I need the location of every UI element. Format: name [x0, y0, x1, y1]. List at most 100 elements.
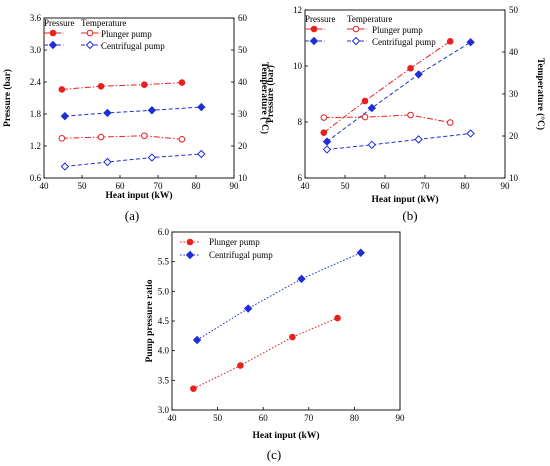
plot-area-a: [43, 17, 235, 179]
y-tick-label: 1.8: [30, 109, 42, 119]
data-point: [334, 314, 341, 322]
tick-layer-a: 40 50 60 70 80 90 0.6 1.2 1.8 2.4 3.0 3.6 10 20 30 40 50…: [30, 13, 248, 191]
data-point: [297, 274, 306, 284]
data-point: [147, 153, 157, 162]
data-point: [60, 162, 70, 171]
data-point: [141, 81, 148, 88]
data-point: [58, 135, 66, 142]
y2-tick-label: 50: [509, 5, 519, 15]
legend-marker: [48, 40, 58, 50]
legend-label-plunger: Plunger pump: [209, 237, 260, 247]
x-tick-label: 70: [304, 413, 314, 423]
y2-axis-title-a: Temperature (°C): [259, 62, 270, 134]
y-tick-label: 3.0: [30, 45, 42, 55]
y-tick-label: 12: [293, 5, 302, 15]
y2-tick-label: 20: [238, 141, 248, 151]
data-point: [446, 38, 454, 45]
y-tick-label: 0.6: [30, 173, 42, 183]
x-tick-label: 40: [40, 181, 50, 191]
legend-header-temperature: Temperature: [347, 14, 392, 24]
data-point: [103, 108, 112, 118]
data-point: [97, 133, 105, 141]
legend-label-plunger: Plunger pump: [101, 29, 152, 39]
x-tick-label: 90: [230, 181, 240, 191]
data-point: [192, 335, 202, 345]
data-point: [243, 304, 253, 313]
x-tick-label: 40: [301, 181, 311, 191]
series-line-plunger-pump: [193, 317, 338, 390]
data-point: [103, 157, 112, 167]
series-markers-c: [190, 248, 365, 392]
data-point: [407, 111, 414, 119]
legend-marker: [86, 29, 94, 37]
data-point: [407, 64, 414, 72]
data-point: [190, 385, 197, 392]
x-tick-label: 90: [501, 181, 511, 191]
legend-marker: [310, 25, 318, 33]
y2-tick-label: 30: [509, 89, 519, 99]
y-tick-label: 2.4: [30, 77, 42, 87]
y2-tick-label: 10: [509, 173, 519, 183]
legend-a: Pressure Temperature Plunger pump Centri…: [44, 18, 165, 51]
data-point: [367, 103, 377, 113]
data-point: [197, 102, 206, 112]
data-point: [97, 82, 105, 90]
x-tick-label: 70: [421, 181, 431, 191]
plot-area-c: [171, 231, 401, 411]
x-tick-label: 60: [381, 181, 391, 191]
x-tick-label: 60: [259, 413, 269, 423]
legend-marker: [186, 238, 194, 246]
tick-layer-b: 40 50 60 70 80 90 6 8 10 12 10 20 30 40 50: [293, 5, 519, 191]
legend-marker: [352, 25, 360, 33]
x-tick-label: 80: [350, 413, 360, 423]
data-point: [320, 129, 328, 136]
data-point: [414, 135, 423, 144]
legend-header-temperature: Temperature: [81, 18, 126, 28]
x-tick-label: 50: [78, 181, 88, 191]
y-tick-label: 4.0: [158, 346, 170, 356]
plot-area-b: [304, 9, 506, 179]
legend-header-pressure: Pressure: [44, 18, 75, 28]
legend-header-pressure: Pressure: [305, 14, 336, 24]
x-axis-title-c: Heat input (kW): [252, 430, 319, 441]
y2-tick-label: 50: [238, 45, 248, 55]
data-point: [356, 248, 365, 257]
legend-label-centrifugal: Centrifugal pump: [209, 250, 273, 260]
data-point: [237, 362, 244, 369]
data-point: [289, 333, 296, 341]
data-point: [60, 111, 70, 121]
y-tick-label: 8: [298, 117, 303, 127]
y2-axis-title-b: Temperature (°C): [535, 58, 546, 130]
panel-label-c: (c): [267, 447, 281, 462]
legend-marker: [85, 40, 95, 50]
y2-tick-label: 30: [238, 109, 248, 119]
series-line-pressure-centrifugal-pump: [326, 41, 471, 143]
y-axis-title-b: Pressure (bar): [265, 65, 276, 123]
series-line-temperature-plunger-pump: [61, 135, 182, 140]
x-tick-label: 60: [116, 181, 126, 191]
tick-layer-c: 40 50 60 70 80 90 3.0 3.5 4.0 4.5 5.0 5.5 6.0: [158, 227, 405, 423]
y-tick-label: 5.0: [158, 286, 170, 296]
series-line-pressure-plunger-pump: [61, 82, 182, 90]
data-point: [361, 113, 369, 121]
series-line-temperature-plunger-pump: [323, 114, 451, 124]
y2-tick-label: 40: [509, 47, 519, 57]
x-tick-label: 80: [461, 181, 471, 191]
legend-label-plunger: Plunger pump: [372, 25, 423, 35]
data-point: [58, 86, 66, 93]
y2-tick-label: 60: [238, 13, 248, 23]
chart-c: 40 50 60 70 80 90 3.0 3.5 4.0 4.5 5.0 5.5 6.0 Plunge…: [145, 227, 405, 462]
y-axis-title-a: Pressure (bar): [2, 69, 13, 127]
legend-symbols-c: [180, 238, 200, 260]
x-tick-label: 50: [213, 413, 223, 423]
data-point: [197, 149, 206, 159]
series-lines-a: [61, 82, 202, 167]
data-point: [178, 135, 186, 143]
data-point: [466, 37, 475, 47]
legend-marker: [49, 29, 57, 37]
y-tick-label: 6.0: [158, 227, 170, 237]
data-point: [414, 70, 423, 79]
series-line-temperature-centrifugal-pump: [64, 153, 202, 167]
data-point: [178, 79, 186, 86]
